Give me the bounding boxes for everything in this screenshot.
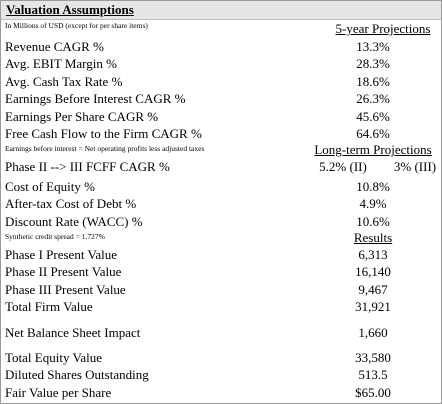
row-label: Fair Value per Share — [5, 384, 112, 400]
footnote: Synthetic credit spread = 1.727% — [5, 232, 105, 241]
row-label: Phase II Present Value — [5, 264, 122, 280]
row-value: 64.6% — [356, 126, 390, 141]
row-label: Earnings Before Interest CAGR % — [5, 91, 186, 107]
row-value: 16,140 — [355, 264, 391, 280]
title-bar: Valuation Assumptions — [1, 1, 441, 20]
row-value: 26.3% — [356, 91, 390, 107]
title: Valuation Assumptions — [6, 2, 134, 17]
row-label: Phase III Present Value — [5, 281, 126, 297]
row-value: 18.6% — [356, 73, 390, 89]
section-header: Results — [353, 230, 393, 245]
row-value: 1,660 — [358, 324, 388, 340]
row-value: 4.9% — [359, 196, 387, 212]
row-label: Total Firm Value — [5, 299, 93, 315]
section-header: 5-year Projections — [335, 21, 431, 36]
row-value: 10.8% — [356, 178, 390, 194]
row-value: 513.5 — [358, 367, 388, 383]
row-label: Avg. Cash Tax Rate % — [5, 73, 123, 89]
row-value: 9,467 — [358, 281, 388, 297]
row-label: Earnings Per Share CAGR % — [5, 108, 159, 124]
row-label: Net Balance Sheet Impact — [5, 324, 141, 340]
row-value: 6,313 — [358, 247, 388, 262]
row-label: Cost of Equity % — [5, 178, 95, 194]
row-value: $65.00 — [355, 384, 391, 400]
row-label: Phase I Present Value — [5, 247, 118, 262]
row-label: Phase II --> III FCFF CAGR % — [5, 159, 170, 175]
row-label: Avg. EBIT Margin % — [5, 56, 117, 72]
row-label: Revenue CAGR % — [5, 39, 104, 54]
row-value: 3% (III) — [393, 159, 437, 175]
section-header: Long-term Projections — [314, 142, 432, 158]
row-label: After-tax Cost of Debt % — [5, 196, 137, 212]
row-label: Free Cash Flow to the Firm CAGR % — [5, 126, 202, 141]
row-value: 33,580 — [355, 350, 391, 365]
footnote: Earnings before interest = Net operating… — [5, 144, 205, 154]
row-value: 5.2% (II) — [319, 159, 367, 175]
row-label: Discount Rate (WACC) % — [5, 213, 143, 229]
row-value: 13.3% — [356, 39, 390, 54]
row-value: 10.6% — [356, 213, 390, 229]
row-value: 31,921 — [355, 299, 391, 315]
row-value: 45.6% — [356, 108, 390, 124]
row-value: 28.3% — [356, 56, 390, 72]
row-label: Diluted Shares Outstanding — [5, 367, 149, 383]
units-note: In Millions of USD (except for per share… — [5, 21, 148, 30]
row-label: Total Equity Value — [5, 350, 103, 365]
